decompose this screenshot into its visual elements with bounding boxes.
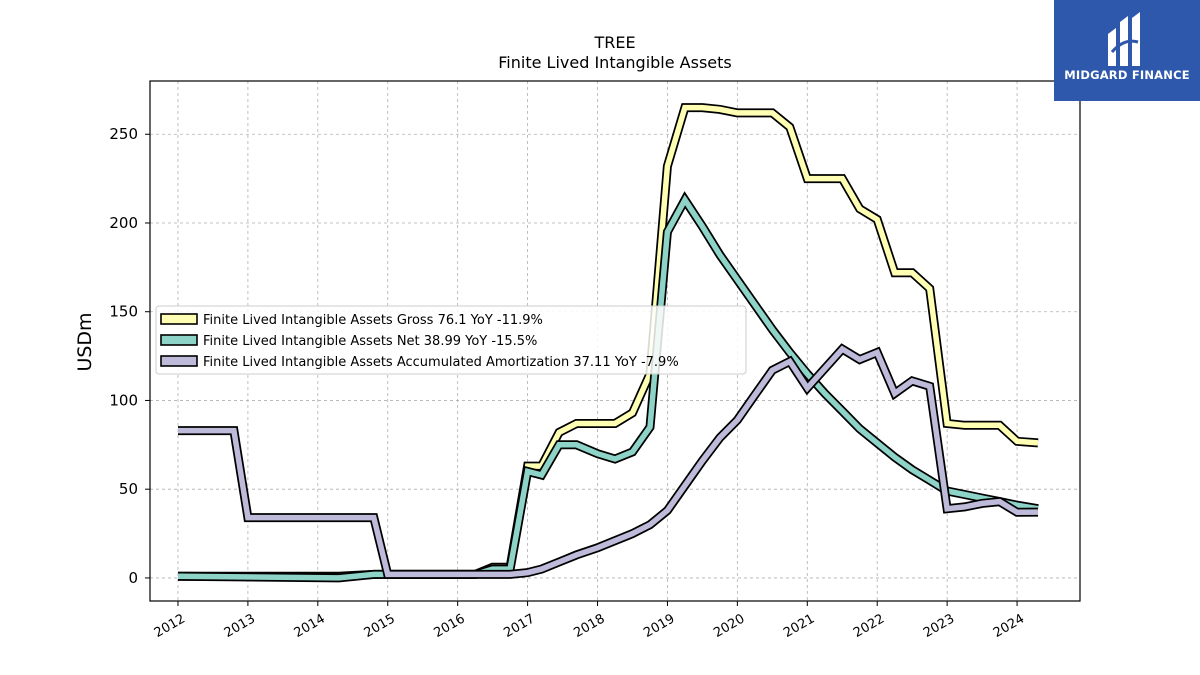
series-3 bbox=[178, 343, 1039, 579]
chart-subtitle: Finite Lived Intangible Assets bbox=[498, 53, 731, 72]
legend-swatch bbox=[160, 355, 198, 367]
legend-label: Finite Lived Intangible Assets Net 38.99… bbox=[203, 334, 537, 349]
y-tick-label: 150 bbox=[109, 303, 138, 321]
midgard-finance-logo: MIDGARD FINANCE bbox=[1054, 0, 1200, 101]
series-2 bbox=[177, 191, 1039, 583]
y-tick-label: 250 bbox=[109, 125, 138, 143]
x-tick-label: 2015 bbox=[362, 611, 398, 641]
series-layer bbox=[177, 103, 1039, 583]
x-tick-label: 2016 bbox=[432, 611, 468, 641]
legend-item: Finite Lived Intangible Assets Net 38.99… bbox=[160, 334, 537, 349]
x-tick-label: 2021 bbox=[781, 611, 817, 641]
x-tick-label: 2013 bbox=[222, 611, 258, 641]
x-tick-label: 2017 bbox=[501, 611, 537, 641]
legend: Finite Lived Intangible Assets Gross 76.… bbox=[155, 305, 747, 375]
legend-swatch bbox=[160, 313, 198, 325]
plot-frame bbox=[149, 80, 1081, 602]
chart-title: TREE bbox=[593, 33, 635, 52]
x-tick-label: 2022 bbox=[851, 611, 887, 641]
x-axis: 2012 2013 2014 2015 2016 2017 2018 2019 2020 2021… bbox=[152, 601, 1027, 641]
legend-label: Finite Lived Intangible Assets Gross 76.… bbox=[203, 313, 543, 328]
midgard-logo-icon bbox=[1108, 12, 1140, 66]
y-tick-label: 100 bbox=[109, 391, 138, 409]
legend-item: Finite Lived Intangible Assets Gross 76.… bbox=[160, 313, 543, 328]
x-tick-label: 2024 bbox=[991, 611, 1027, 641]
x-tick-label: 2014 bbox=[292, 611, 328, 641]
y-axis-label: USDm bbox=[74, 312, 96, 371]
x-tick-label: 2019 bbox=[641, 611, 677, 641]
legend-item: Finite Lived Intangible Assets Accumulat… bbox=[160, 355, 679, 370]
legend-swatch bbox=[160, 334, 198, 346]
x-tick-label: 2020 bbox=[711, 611, 747, 641]
series-line bbox=[177, 194, 1039, 581]
legend-label: Finite Lived Intangible Assets Accumulat… bbox=[203, 355, 679, 370]
series-line bbox=[178, 345, 1039, 578]
y-tick-label: 50 bbox=[119, 480, 138, 498]
y-tick-label: 0 bbox=[128, 569, 138, 587]
x-tick-label: 2012 bbox=[152, 611, 188, 641]
legend-box bbox=[155, 305, 747, 375]
y-axis: 0 50 100 150 200 250 bbox=[109, 125, 150, 587]
x-tick-label: 2023 bbox=[921, 611, 957, 641]
logo-text: MIDGARD FINANCE bbox=[1064, 68, 1190, 82]
x-tick-label: 2018 bbox=[571, 611, 607, 641]
y-tick-label: 200 bbox=[109, 214, 138, 232]
